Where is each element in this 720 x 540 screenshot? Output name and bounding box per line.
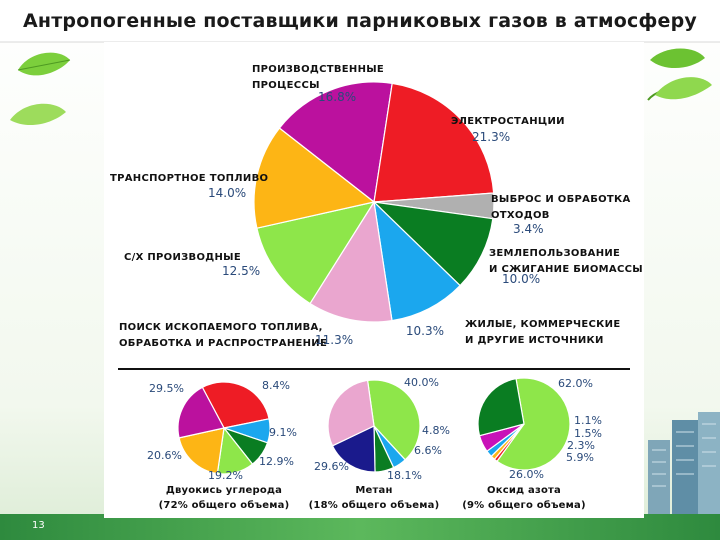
main-value-residential: 10.3% xyxy=(406,324,444,338)
pie-co2-value-0: 29.5% xyxy=(149,382,184,395)
main-label-transport: ТРАНСПОРТНОЕ ТОПЛИВО xyxy=(110,173,268,184)
pie-co2-value-2: 9.1% xyxy=(269,426,297,439)
pie-main-slice-5 xyxy=(309,200,393,323)
main-label-waste: ВЫБРОС И ОБРАБОТКА xyxy=(491,194,631,205)
main-value-power: 21.3% xyxy=(472,130,510,144)
main-label-residential-line2: И ДРУГИЕ ИСТОЧНИКИ xyxy=(465,335,604,346)
page-number: 13 xyxy=(32,520,45,531)
pie-methane-slice-0 xyxy=(366,379,421,461)
pie-n2o-slice-5 xyxy=(477,378,525,437)
pie-n2o-value-4: 5.9% xyxy=(566,451,594,464)
main-label-residential: ЖИЛЫЕ, КОММЕРЧЕСКИЕ xyxy=(465,319,620,330)
main-label-fossil-line2: ОБРАБОТКА И РАСПРОСТРАНЕНИЕ xyxy=(119,338,327,349)
pie-main-slice-4 xyxy=(373,200,461,322)
main-label-industrial: ПРОИЗВОДСТВЕННЫЕ xyxy=(252,64,384,75)
pie-co2-value-4: 19.2% xyxy=(208,469,243,482)
main-value-transport: 14.0% xyxy=(208,186,246,200)
main-label-agri: С/Х ПРОИЗВОДНЫЕ xyxy=(124,252,241,263)
pie-methane-caption: Метан xyxy=(355,485,392,496)
pie-co2-value-1: 8.4% xyxy=(262,379,290,392)
pie-n2o-caption: Оксид азота xyxy=(487,485,561,496)
main-label-industrial-line2: ПРОЦЕССЫ xyxy=(252,80,320,91)
main-value-waste: 3.4% xyxy=(513,222,544,236)
pie-methane-caption-line2: (18% общего объема) xyxy=(309,499,440,511)
pie-main-slice-7 xyxy=(253,127,376,229)
pie-n2o-value-2: 1.5% xyxy=(574,427,602,440)
main-label-fossil: ПОИСК ИСКОПАЕМОГО ТОПЛИВА, xyxy=(119,322,323,333)
pie-n2o-value-5: 26.0% xyxy=(509,468,544,481)
pie-n2o-value-0: 62.0% xyxy=(558,377,593,390)
main-value-fossil: 11.3% xyxy=(315,333,353,347)
main-label-landuse-line2: И СЖИГАНИЕ БИОМАССЫ xyxy=(489,264,643,275)
pie-co2-caption: Двуокись углерода xyxy=(166,485,282,496)
pie-main-slice-0 xyxy=(278,81,393,204)
pie-co2-slice-4 xyxy=(178,427,225,475)
main-label-power: ЭЛЕКТРОСТАНЦИИ xyxy=(451,116,565,127)
pie-co2-caption-line2: (72% общего объема) xyxy=(159,499,290,511)
pie-methane-value-4: 29.6% xyxy=(314,460,349,473)
pie-n2o-caption-line2: (9% общего объема) xyxy=(462,499,586,511)
main-value-landuse: 10.0% xyxy=(502,272,540,286)
chart-panel: ПРОИЗВОДСТВЕННЫЕ ПРОЦЕССЫ 16.8% ЭЛЕКТРОСТАН… xyxy=(104,42,644,518)
pie-co2-value-5: 20.6% xyxy=(147,449,182,462)
pie-main-slice-3 xyxy=(372,201,494,287)
pie-methane xyxy=(327,379,421,473)
main-value-industrial: 16.8% xyxy=(318,90,356,104)
pie-methane-value-1: 4.8% xyxy=(422,424,450,437)
pie-main-slice-1 xyxy=(373,82,495,203)
pie-main xyxy=(253,81,495,323)
footer-bar xyxy=(0,514,720,540)
pie-methane-value-3: 18.1% xyxy=(387,469,422,482)
slide-title: Антропогенные поставщики парниковых газо… xyxy=(22,10,697,32)
pie-n2o-slice-0 xyxy=(496,377,571,471)
main-label-landuse: ЗЕМЛЕПОЛЬЗОВАНИЕ xyxy=(489,248,620,259)
leaf-decoration-left xyxy=(10,52,71,126)
pie-methane-value-0: 40.0% xyxy=(404,376,439,389)
pie-co2-slice-0 xyxy=(201,381,270,429)
pie-methane-value-2: 6.6% xyxy=(414,444,442,457)
pie-co2-slice-5 xyxy=(177,386,225,439)
pie-n2o-value-1: 1.1% xyxy=(574,414,602,427)
main-label-waste-line2: ОТХОДОВ xyxy=(491,210,550,221)
pie-n2o-value-3: 2.3% xyxy=(567,439,595,452)
main-value-agri: 12.5% xyxy=(222,264,260,278)
leaf-decoration-right xyxy=(647,48,712,101)
pie-n2o xyxy=(477,377,571,471)
pie-co2-value-3: 12.9% xyxy=(259,455,294,468)
pie-methane-slice-3 xyxy=(331,425,376,473)
pie-methane-slice-4 xyxy=(327,379,375,447)
pie-main-slice-6 xyxy=(256,201,376,305)
pie-co2 xyxy=(177,381,271,475)
